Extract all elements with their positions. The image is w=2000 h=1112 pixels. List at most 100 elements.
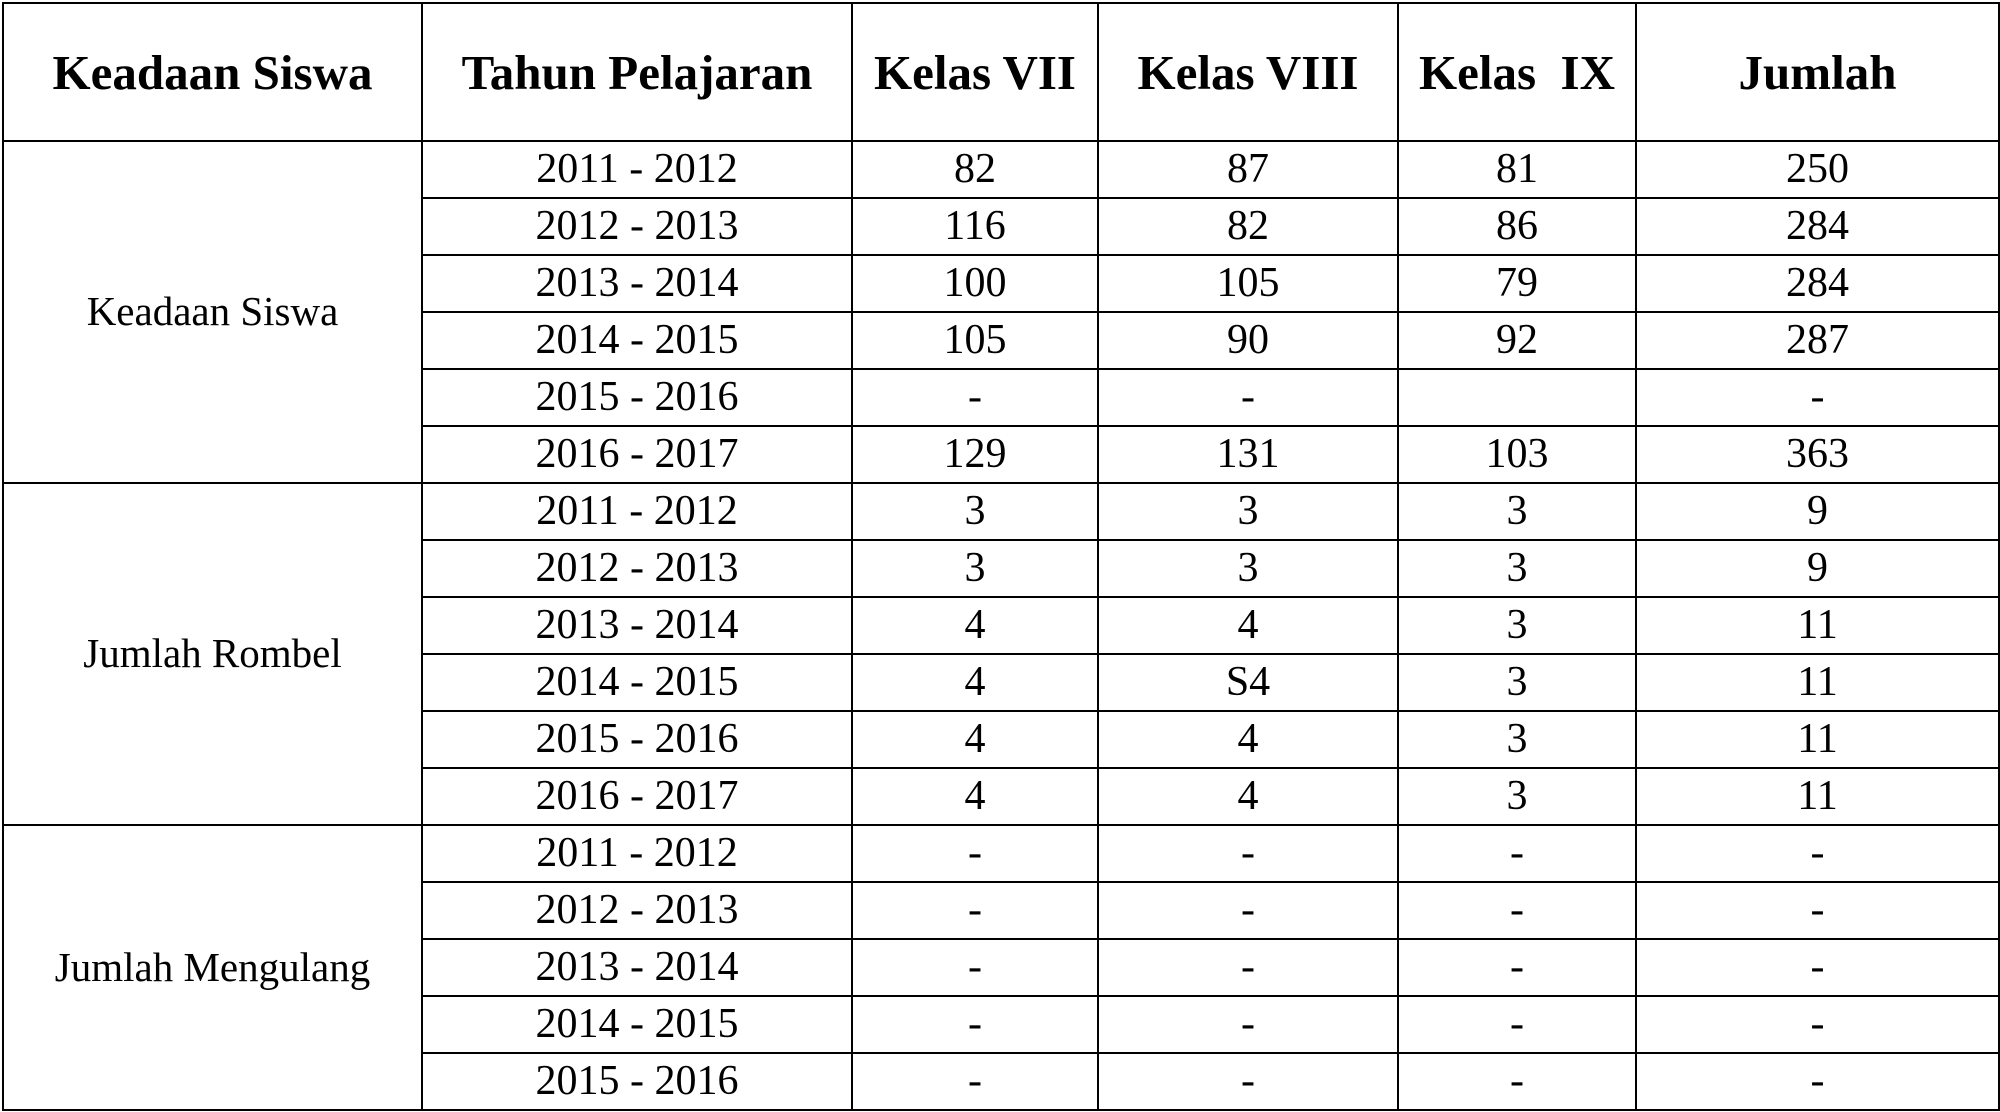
jumlah-cell: - — [1635, 881, 2000, 940]
kelas-viii-cell: - — [1097, 881, 1399, 940]
kelas-ix-cell: 81 — [1397, 140, 1637, 199]
jumlah-cell: 250 — [1635, 140, 2000, 199]
year-cell: 2013 - 2014 — [421, 938, 853, 997]
year-cell: 2015 - 2016 — [421, 1052, 853, 1111]
kelas-viii-cell: - — [1097, 824, 1399, 883]
table-row: 2012 - 2013- - - - — [3, 881, 2000, 940]
kelas-viii-cell: 82 — [1097, 197, 1399, 256]
kelas-ix-cell: 3 — [1397, 482, 1637, 541]
kelas-vii-cell: 3 — [851, 482, 1099, 541]
jumlah-cell: - — [1635, 938, 2000, 997]
table-row: 2013 - 2014 100 105 79 284 — [3, 254, 2000, 313]
table-row: Jumlah Rombel 2011 - 2012 3 3 3 9 — [2, 482, 2000, 826]
kelas-ix-cell: - — [1397, 995, 1637, 1054]
kelas-vii-cell: - — [851, 1052, 1099, 1111]
kelas-ix-cell: 3 — [1397, 767, 1637, 826]
kelas-viii-cell: - — [1097, 938, 1399, 997]
kelas-vii-cell: 82 — [851, 140, 1099, 199]
year-cell: 2015 - 2016 — [421, 710, 853, 769]
year-cell: 2012 - 2013 — [421, 881, 853, 940]
jumlah-cell: - — [1635, 1052, 2000, 1111]
kelas-viii-cell: 3 — [1097, 539, 1399, 598]
kelas-ix-cell: 86 — [1397, 197, 1637, 256]
kelas-viii-cell: 87 — [1097, 140, 1399, 199]
year-cell: 2016 - 2017 — [421, 767, 853, 826]
kelas-ix-cell — [1397, 368, 1637, 427]
table-row: 2014 - 2015 4 S4 3 11 — [3, 653, 2000, 712]
year-cell: 2012 - 2013 — [421, 539, 853, 598]
header-tahun-pelajaran: Tahun Pelajaran — [421, 2, 853, 142]
table-row: 2015 - 2016 4 4 3 11 — [3, 710, 2000, 769]
kelas-vii-cell: 129 — [851, 425, 1099, 484]
kelas-ix-cell: 103 — [1397, 425, 1637, 484]
kelas-ix-cell: 92 — [1397, 311, 1637, 370]
group-label-cell: Keadaan Siswa — [2, 140, 423, 484]
jumlah-cell: 284 — [1635, 197, 2000, 256]
kelas-viii-cell: - — [1097, 995, 1399, 1054]
group-label-cell: Jumlah Mengulang — [2, 824, 423, 1111]
header-kelas-ix: Kelas IX — [1397, 2, 1637, 142]
kelas-vii-cell: 4 — [851, 653, 1099, 712]
kelas-viii-cell: 3 — [1097, 482, 1399, 541]
year-cell: 2016 - 2017 — [421, 425, 853, 484]
kelas-vii-cell: 105 — [851, 311, 1099, 370]
jumlah-cell: 363 — [1635, 425, 2000, 484]
kelas-vii-cell: - — [851, 824, 1099, 883]
kelas-vii-cell: - — [851, 995, 1099, 1054]
kelas-vii-cell: 4 — [851, 596, 1099, 655]
header-jumlah: Jumlah — [1635, 2, 2000, 142]
year-cell: 2013 - 2014 — [421, 254, 853, 313]
table-row: Jumlah Mengulang 2011 - 2012- - - - — [2, 824, 2000, 1111]
year-cell: 2014 - 2015 — [421, 311, 853, 370]
year-cell: 2015 - 2016 — [421, 368, 853, 427]
table-row: 2013 - 2014 4 4 3 11 — [3, 596, 2000, 655]
table-row: 2015 - 2016- - - — [3, 368, 2000, 427]
table-row: 2013 - 2014- - - - — [3, 938, 2000, 997]
group-label-cell: Jumlah Rombel — [2, 482, 423, 826]
kelas-ix-cell: 3 — [1397, 596, 1637, 655]
jumlah-cell: 9 — [1635, 539, 2000, 598]
kelas-vii-cell: - — [851, 881, 1099, 940]
kelas-viii-cell: - — [1097, 1052, 1399, 1111]
jumlah-cell: 11 — [1635, 710, 2000, 769]
kelas-ix-cell: - — [1397, 938, 1637, 997]
year-cell: 2011 - 2012 — [421, 482, 853, 541]
kelas-vii-cell: 4 — [851, 710, 1099, 769]
header-kelas-viii: Kelas VIII — [1097, 2, 1399, 142]
kelas-viii-cell: 4 — [1097, 596, 1399, 655]
year-cell: 2014 - 2015 — [421, 995, 853, 1054]
table-row: 2016 - 2017 4 4 3 11 — [3, 767, 2000, 826]
kelas-viii-cell: 4 — [1097, 767, 1399, 826]
header-keadaan-siswa: Keadaan Siswa — [2, 2, 423, 142]
kelas-ix-cell: - — [1397, 1052, 1637, 1111]
year-cell: 2011 - 2012 — [421, 140, 853, 199]
jumlah-cell: - — [1635, 995, 2000, 1054]
kelas-ix-cell: 3 — [1397, 653, 1637, 712]
table-row: 2014 - 2015- - - - — [3, 995, 2000, 1054]
table-row: 2016 - 2017 129 131 103 363 — [3, 425, 2000, 484]
kelas-viii-cell: 131 — [1097, 425, 1399, 484]
kelas-vii-cell: 116 — [851, 197, 1099, 256]
kelas-vii-cell: - — [851, 368, 1099, 427]
kelas-viii-cell: S4 — [1097, 653, 1399, 712]
kelas-vii-cell: - — [851, 938, 1099, 997]
year-cell: 2013 - 2014 — [421, 596, 853, 655]
table-row: 2012 - 2013 3 3 3 9 — [3, 539, 2000, 598]
jumlah-cell: - — [1635, 368, 2000, 427]
kelas-vii-cell: 100 — [851, 254, 1099, 313]
jumlah-cell: 11 — [1635, 767, 2000, 826]
kelas-ix-cell: 79 — [1397, 254, 1637, 313]
table-row: 2014 - 2015 105 90 92 287 — [3, 311, 2000, 370]
header-kelas-vii: Kelas VII — [851, 2, 1099, 142]
jumlah-cell: 11 — [1635, 596, 2000, 655]
jumlah-cell: - — [1635, 824, 2000, 883]
jumlah-cell: 287 — [1635, 311, 2000, 370]
kelas-viii-cell: - — [1097, 368, 1399, 427]
year-cell: 2011 - 2012 — [421, 824, 853, 883]
kelas-ix-cell: - — [1397, 881, 1637, 940]
jumlah-cell: 11 — [1635, 653, 2000, 712]
kelas-viii-cell: 4 — [1097, 710, 1399, 769]
table-row: 2015 - 2016- - - - — [3, 1052, 2000, 1111]
jumlah-cell: 9 — [1635, 482, 2000, 541]
